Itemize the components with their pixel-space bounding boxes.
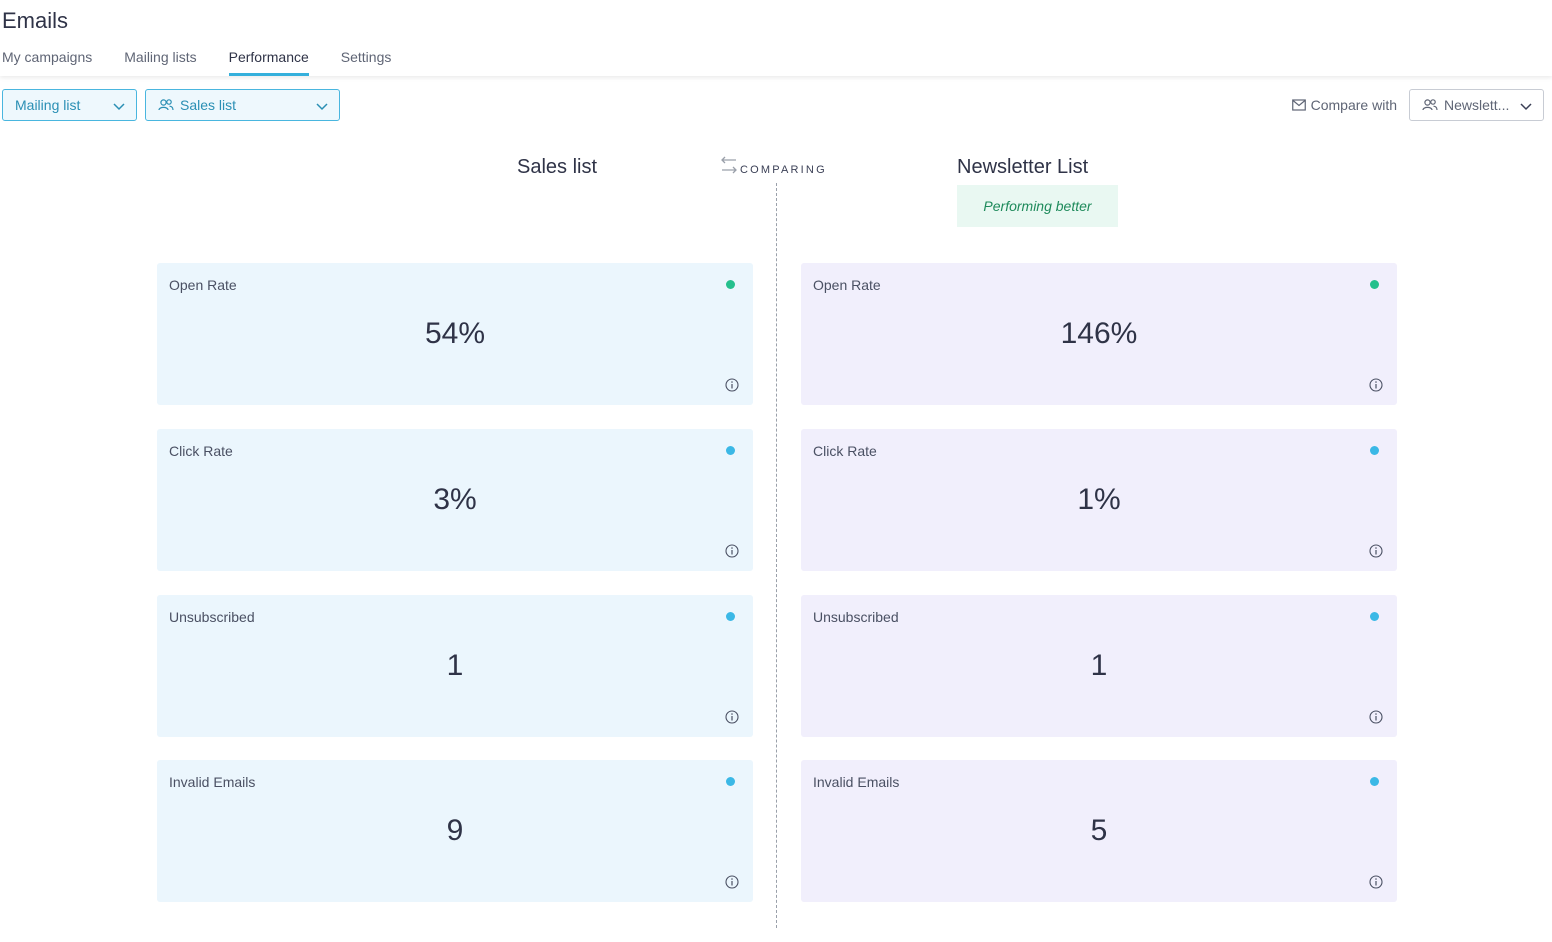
metric-label: Open Rate [169, 277, 237, 293]
metric-value: 5 [1090, 814, 1108, 847]
comparing-label: COMPARING [740, 164, 827, 176]
info-icon[interactable] [725, 875, 739, 889]
users-icon [158, 99, 174, 111]
status-dot [1370, 612, 1379, 621]
metric-label: Click Rate [169, 443, 233, 459]
left-metric-card-invalid-emails: Invalid Emails 9 [157, 760, 753, 902]
left-list-title: Sales list [517, 156, 598, 178]
tab-my-campaigns[interactable]: My campaigns [2, 49, 93, 65]
status-dot [1370, 777, 1379, 786]
metric-label: Click Rate [813, 443, 877, 459]
right-metric-card-open-rate: Open Rate 146% [801, 263, 1397, 405]
list-type-select-value: Mailing list [15, 97, 81, 113]
compare-list-select[interactable]: Newslett... [1409, 89, 1544, 121]
status-dot [1370, 446, 1379, 455]
status-dot [726, 280, 735, 289]
info-icon[interactable] [1369, 378, 1383, 392]
metric-value: 1% [1077, 483, 1121, 516]
metric-value: 54% [424, 317, 486, 350]
metric-value: 9 [446, 814, 464, 847]
metric-value: 1 [1090, 649, 1108, 682]
compare-with-text: Compare with [1310, 97, 1397, 113]
metric-label: Unsubscribed [813, 609, 899, 625]
right-list-title: Newsletter List [957, 156, 1089, 178]
right-metric-card-click-rate: Click Rate 1% [801, 429, 1397, 571]
status-dot [726, 446, 735, 455]
metric-value: 3% [433, 483, 477, 516]
list-type-select[interactable]: Mailing list [2, 89, 137, 121]
info-icon[interactable] [1369, 875, 1383, 889]
compare-with-label: Compare with [1291, 97, 1397, 113]
tab-performance[interactable]: Performance [228, 49, 309, 76]
right-metric-card-unsubscribed: Unsubscribed 1 [801, 595, 1397, 737]
page-title: Emails [2, 8, 69, 33]
mail-icon [1291, 99, 1306, 111]
metric-label: Open Rate [813, 277, 881, 293]
info-icon[interactable] [725, 544, 739, 558]
metric-value: 146% [1060, 317, 1138, 350]
info-icon[interactable] [1369, 544, 1383, 558]
performing-better-badge: Performing better [957, 185, 1118, 227]
page-header: Emails My campaigns Mailing lists Perfor… [0, 0, 1552, 76]
status-dot [1370, 280, 1379, 289]
left-metric-card-open-rate: Open Rate 54% [157, 263, 753, 405]
comparison-divider [776, 183, 777, 928]
left-metric-card-unsubscribed: Unsubscribed 1 [157, 595, 753, 737]
users-icon [1422, 99, 1438, 111]
right-metric-card-invalid-emails: Invalid Emails 5 [801, 760, 1397, 902]
metric-value: 1 [446, 649, 464, 682]
metric-label: Unsubscribed [169, 609, 255, 625]
compare-list-select-value: Newslett... [1444, 97, 1510, 113]
left-metric-card-click-rate: Click Rate 3% [157, 429, 753, 571]
tab-mailing-lists[interactable]: Mailing lists [124, 49, 197, 65]
metric-label: Invalid Emails [813, 774, 900, 790]
chevron-down-icon [316, 103, 328, 111]
tab-settings[interactable]: Settings [340, 49, 392, 65]
metric-label: Invalid Emails [169, 774, 256, 790]
info-icon[interactable] [725, 378, 739, 392]
status-dot [726, 612, 735, 621]
swap-arrows-icon [721, 156, 737, 174]
chevron-down-icon [1520, 103, 1532, 111]
chevron-down-icon [113, 103, 125, 111]
tab-bar: My campaigns Mailing lists Performance S… [2, 49, 423, 76]
list-select[interactable]: Sales list [145, 89, 340, 121]
info-icon[interactable] [1369, 710, 1383, 724]
info-icon[interactable] [725, 710, 739, 724]
status-dot [726, 777, 735, 786]
list-select-value: Sales list [180, 97, 237, 113]
comparing-indicator: COMPARING [720, 155, 827, 176]
